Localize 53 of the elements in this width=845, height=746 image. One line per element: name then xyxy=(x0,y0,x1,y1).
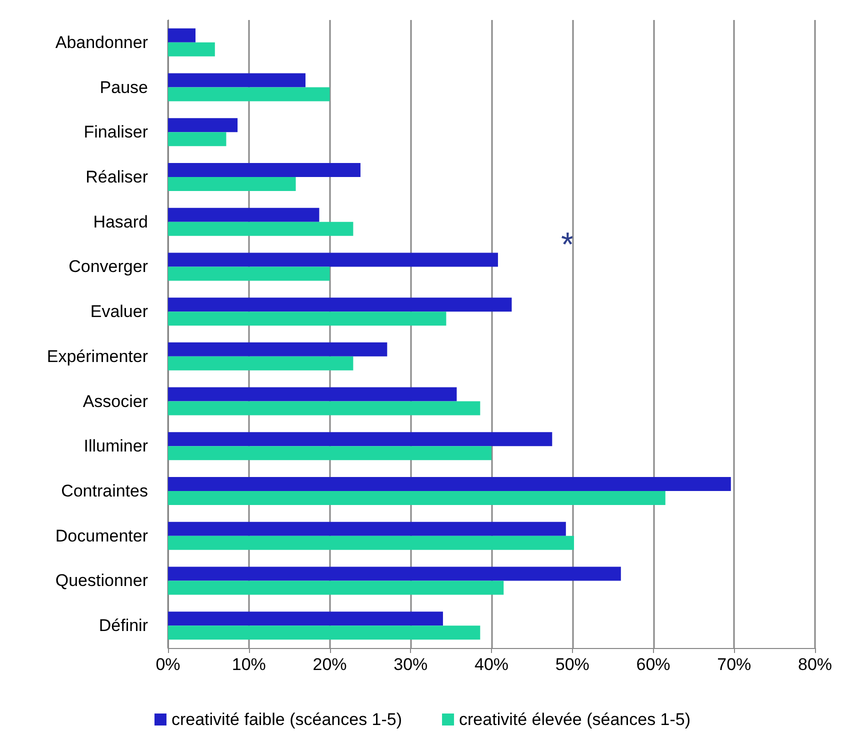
y-tick-label: Finaliser xyxy=(84,122,148,142)
bar xyxy=(168,432,552,446)
bar xyxy=(168,28,196,42)
bar xyxy=(168,208,320,222)
legend-label: creativité faible (scéances 1-5) xyxy=(171,710,402,729)
y-tick-label: Définir xyxy=(98,616,148,636)
y-tick-label: Illuminer xyxy=(84,436,148,456)
bar xyxy=(168,387,457,402)
x-tick-label: 10% xyxy=(232,655,266,674)
bar xyxy=(168,401,480,416)
bar xyxy=(168,566,621,581)
bar xyxy=(168,266,330,281)
bar xyxy=(168,118,238,132)
y-tick-label: Abandonner xyxy=(55,32,148,52)
bar xyxy=(168,222,354,236)
bar xyxy=(168,536,574,550)
y-tick-label: Documenter xyxy=(55,526,148,546)
y-tick-label: Pause xyxy=(100,78,148,97)
bar xyxy=(168,73,306,88)
y-tick-label: Questionner xyxy=(55,571,148,590)
y-tick-label: Réaliser xyxy=(86,168,148,186)
x-tick-label: 70% xyxy=(717,655,752,674)
x-tick-label: 60% xyxy=(636,655,670,674)
y-tick-label: Evaluer xyxy=(90,302,148,322)
bar xyxy=(168,477,731,491)
bar xyxy=(168,312,446,326)
bar xyxy=(168,491,666,505)
bar xyxy=(168,626,480,640)
x-tick-label: 30% xyxy=(394,655,428,674)
bar xyxy=(168,356,354,370)
y-tick-label: Associer xyxy=(82,392,148,411)
bar xyxy=(168,342,388,356)
bar xyxy=(168,580,504,595)
x-tick-label: 0% xyxy=(156,655,180,674)
legend-label: creativité élevée (séances 1-5) xyxy=(459,710,691,729)
y-tick-label: Expérimenter xyxy=(46,346,148,366)
x-tick-label: 80% xyxy=(798,655,832,674)
bar xyxy=(168,132,226,146)
bar xyxy=(168,522,566,536)
bar xyxy=(168,177,296,191)
bar xyxy=(168,612,443,626)
y-tick-label: Contraintes xyxy=(61,482,148,500)
bar xyxy=(168,163,360,177)
x-tick-label: 40% xyxy=(474,655,509,674)
x-tick-label: 50% xyxy=(555,655,590,674)
x-tick-label: 20% xyxy=(312,655,347,674)
bar xyxy=(168,298,512,312)
bar xyxy=(168,87,330,102)
bar xyxy=(168,42,215,56)
y-tick-label: Hasard xyxy=(93,212,148,232)
bar xyxy=(168,252,498,267)
bar xyxy=(168,446,492,460)
y-tick-label: Converger xyxy=(68,257,148,276)
